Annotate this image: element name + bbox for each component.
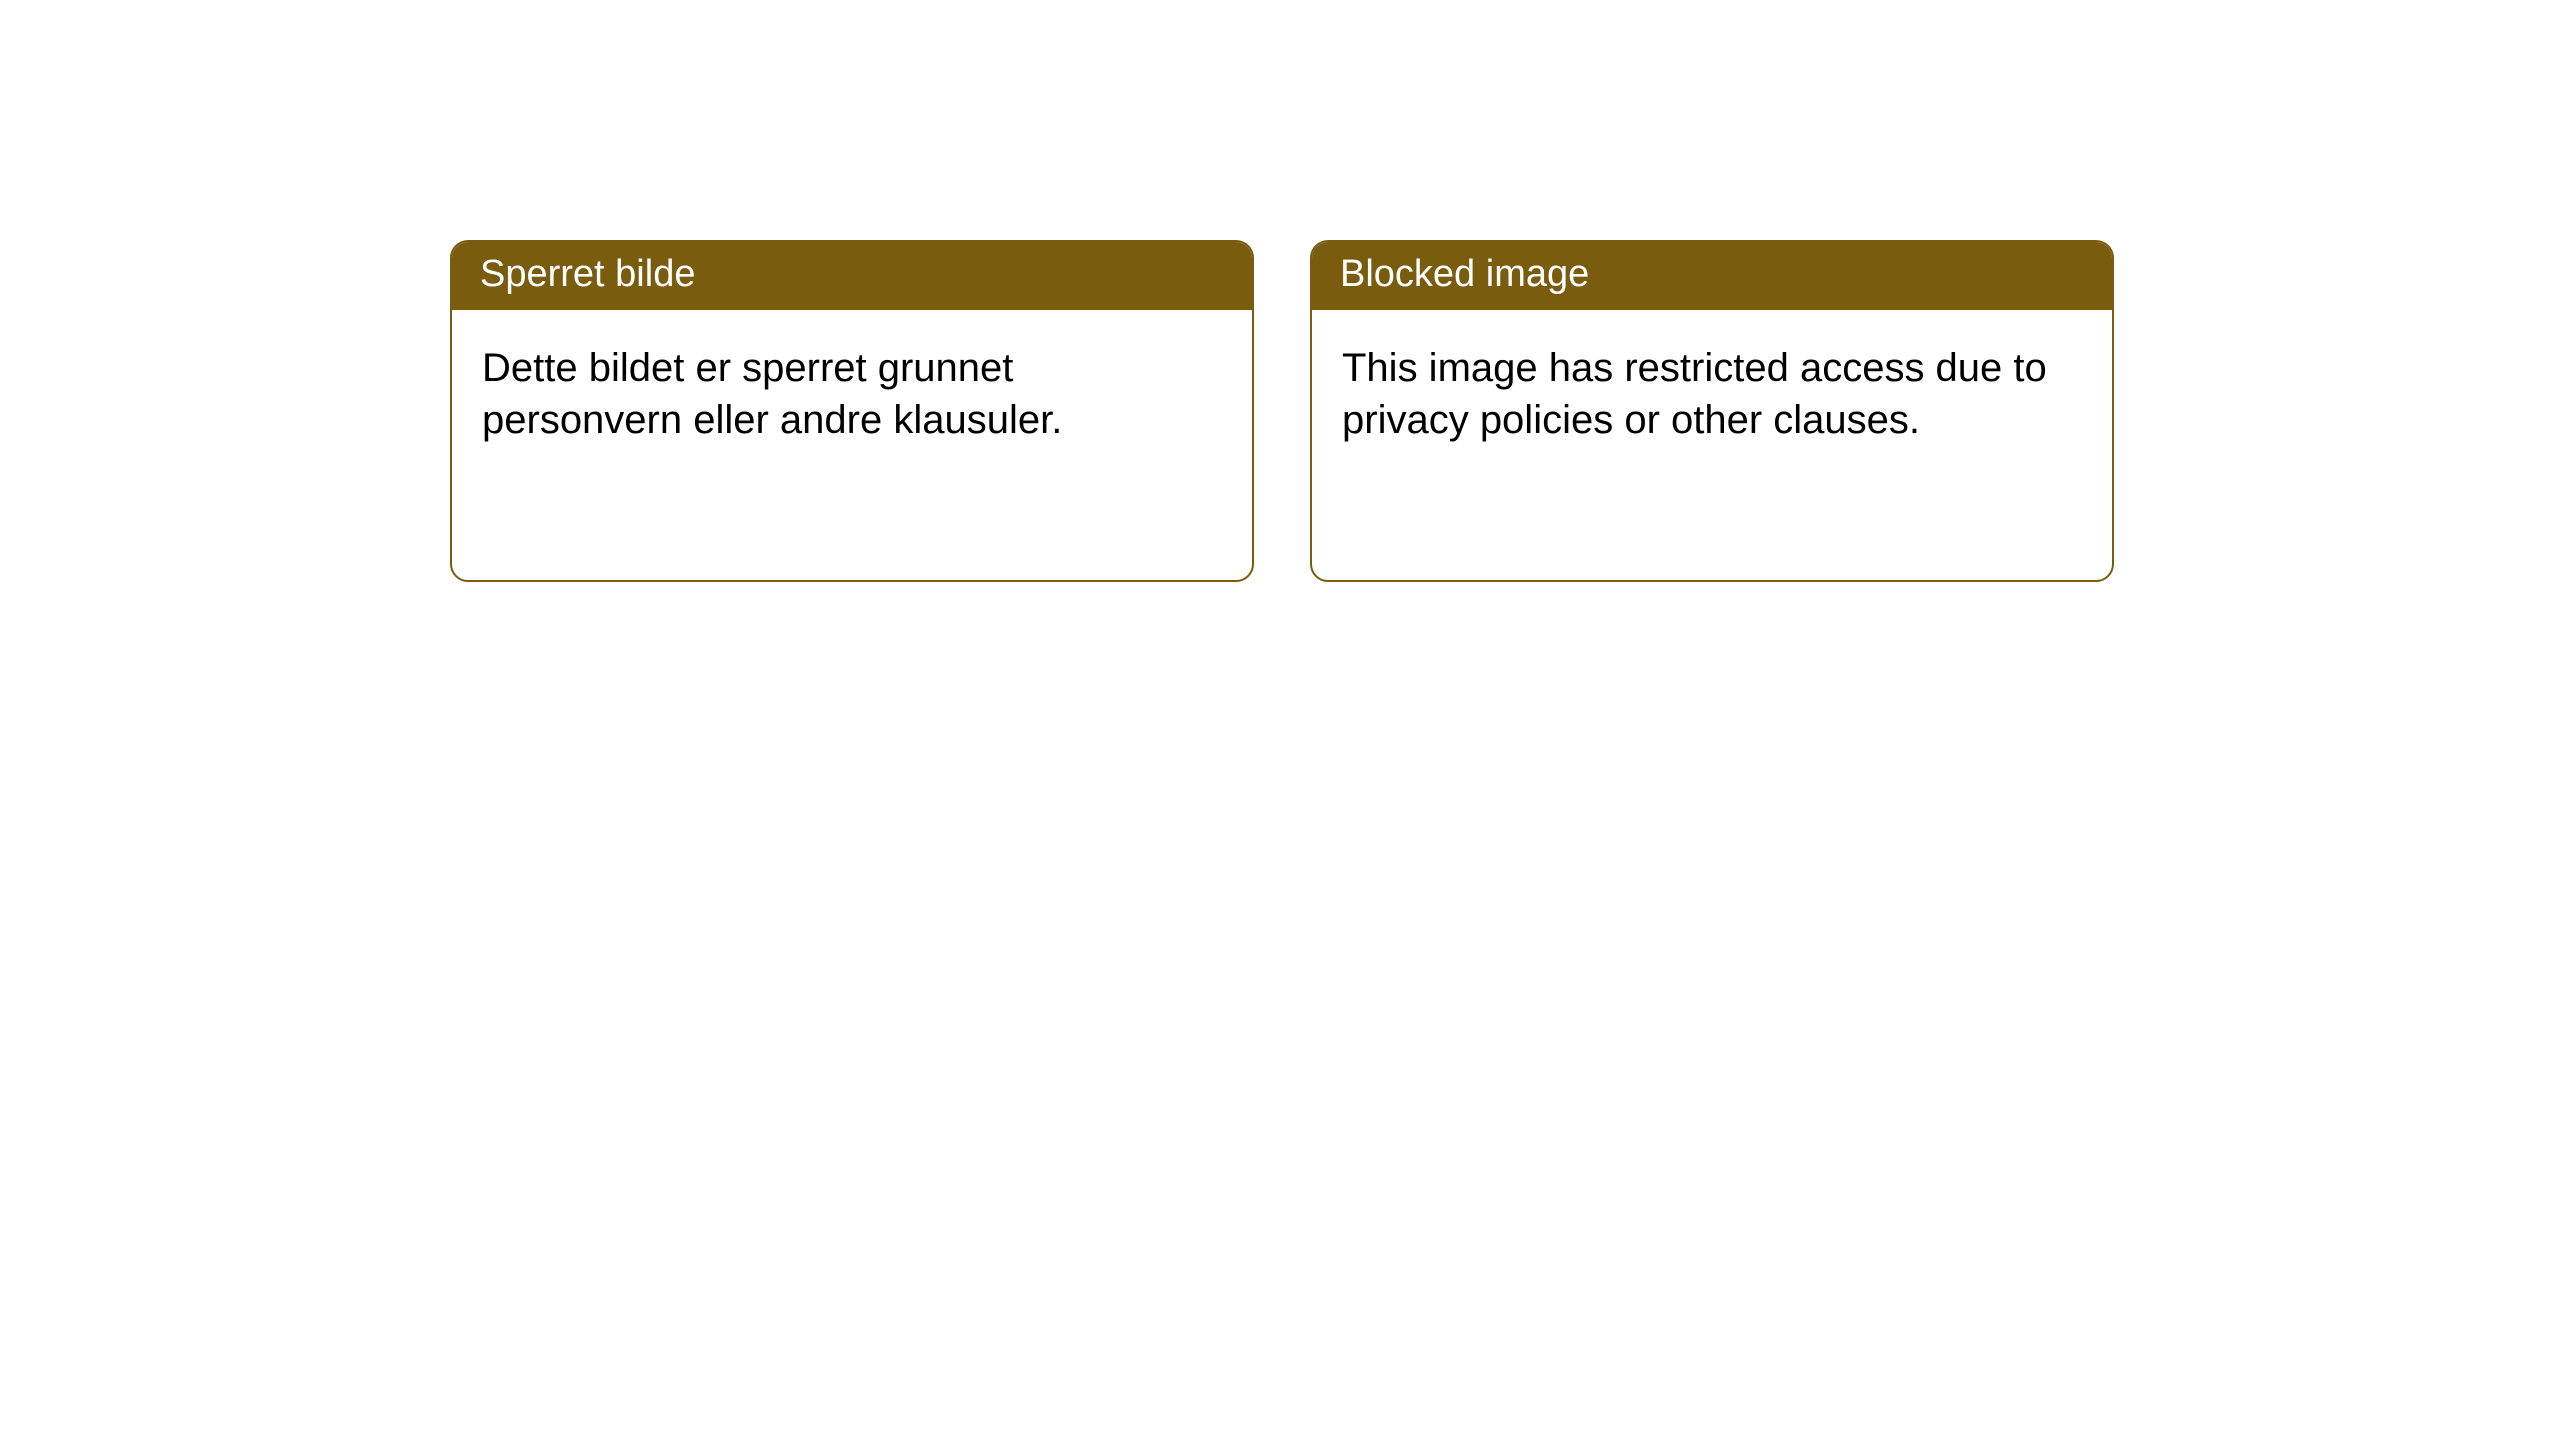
notice-card-title: Blocked image <box>1312 242 2112 310</box>
notice-card-english: Blocked image This image has restricted … <box>1310 240 2114 582</box>
notice-card-body: Dette bildet er sperret grunnet personve… <box>452 310 1252 580</box>
notice-card-norwegian: Sperret bilde Dette bildet er sperret gr… <box>450 240 1254 582</box>
notice-card-title: Sperret bilde <box>452 242 1252 310</box>
notice-cards-container: Sperret bilde Dette bildet er sperret gr… <box>0 0 2560 582</box>
notice-card-body: This image has restricted access due to … <box>1312 310 2112 580</box>
